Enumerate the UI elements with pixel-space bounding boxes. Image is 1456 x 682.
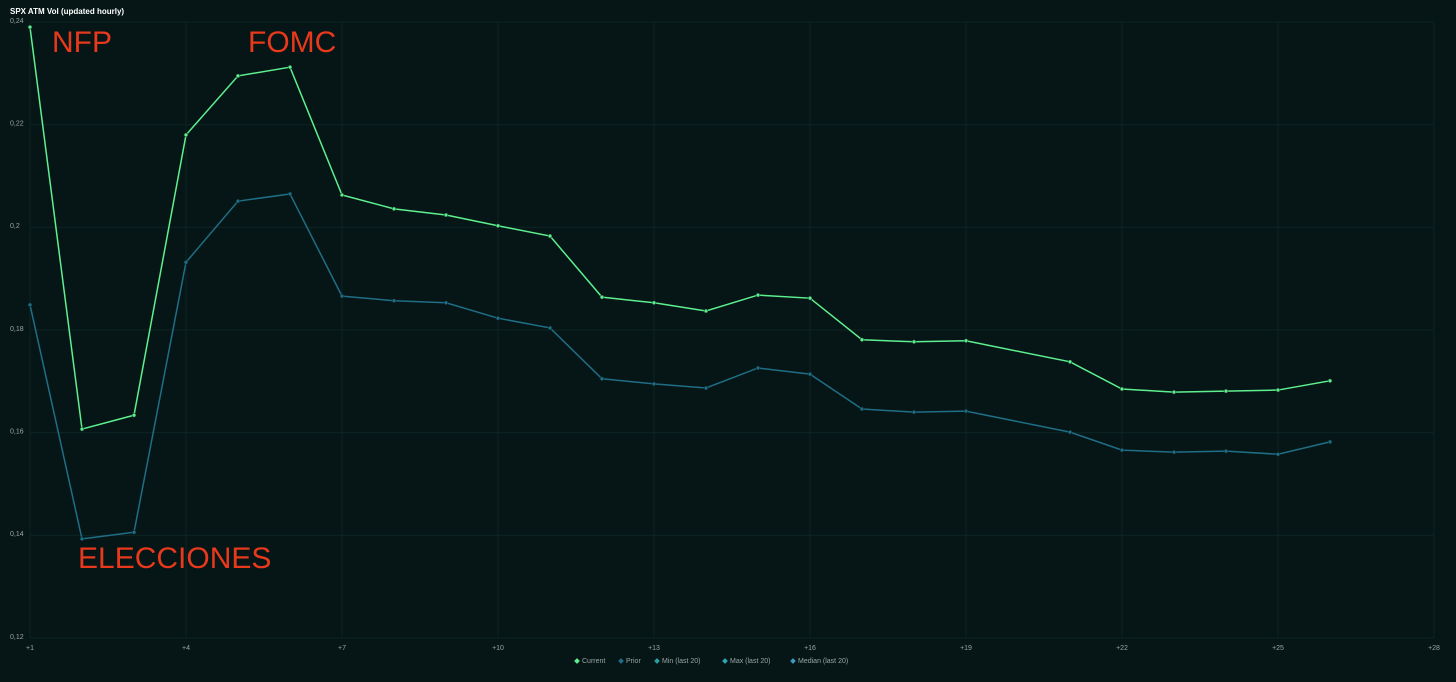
data-point [495, 223, 501, 229]
data-point [79, 426, 85, 432]
legend-marker [722, 658, 728, 664]
data-point [1327, 378, 1333, 384]
data-point [1327, 439, 1333, 445]
data-point [859, 337, 865, 343]
legend-label: Max (last 20) [730, 658, 770, 665]
legend-label: Current [582, 658, 605, 665]
data-point [1275, 387, 1281, 393]
y-tick-label: 0,16 [10, 429, 24, 436]
annotation: FOMC [248, 26, 336, 59]
data-point [27, 24, 33, 30]
data-point [547, 325, 553, 331]
data-point [287, 191, 293, 197]
data-point [651, 381, 657, 387]
data-point [1119, 386, 1125, 392]
data-point [391, 206, 397, 212]
data-point [443, 300, 449, 306]
data-point [1275, 451, 1281, 457]
legend-label: Median (last 20) [798, 658, 848, 665]
data-point [599, 294, 605, 300]
x-tick-label: +1 [26, 645, 34, 652]
x-tick-label: +10 [492, 645, 504, 652]
y-tick-label: 0,14 [10, 531, 24, 538]
x-tick-label: +4 [182, 645, 190, 652]
data-point [755, 365, 761, 371]
legend-marker [790, 658, 796, 664]
data-point [235, 198, 241, 204]
data-point [1067, 429, 1073, 435]
x-tick-label: +28 [1428, 645, 1440, 652]
data-point [1119, 447, 1125, 453]
data-point [27, 302, 33, 308]
data-point [495, 315, 501, 321]
data-point [963, 408, 969, 414]
data-point [443, 212, 449, 218]
y-tick-label: 0,24 [10, 18, 24, 25]
data-point [703, 385, 709, 391]
data-point [547, 233, 553, 239]
data-point [911, 339, 917, 345]
legend-label: Prior [626, 658, 641, 665]
y-tick-label: 0,18 [10, 326, 24, 333]
x-tick-label: +16 [804, 645, 816, 652]
data-point [1223, 448, 1229, 454]
data-point [131, 530, 137, 535]
y-tick-label: 0,22 [10, 121, 24, 128]
chart-title: SPX ATM Vol (updated hourly) [10, 7, 124, 16]
y-tick-label: 0,12 [10, 634, 24, 641]
x-tick-label: +22 [1116, 645, 1128, 652]
annotation: NFP [52, 26, 112, 59]
x-tick-label: +7 [338, 645, 346, 652]
data-point [911, 409, 917, 415]
legend-marker [654, 658, 660, 664]
data-point [599, 376, 605, 382]
data-point [703, 308, 709, 314]
data-point [1171, 389, 1177, 395]
data-point [1223, 388, 1229, 394]
data-point [807, 371, 813, 377]
data-point [859, 406, 865, 412]
legend-marker [574, 658, 580, 664]
data-point [391, 298, 397, 303]
data-point [807, 295, 813, 301]
data-point [287, 64, 293, 70]
data-point [963, 338, 969, 344]
x-tick-label: +13 [648, 645, 660, 652]
y-tick-label: 0,2 [10, 223, 20, 230]
data-point [1171, 449, 1177, 455]
data-point [131, 412, 137, 418]
legend-label: Min (last 20) [662, 658, 701, 665]
data-point [183, 259, 189, 265]
legend-marker [618, 658, 624, 664]
data-point [651, 300, 657, 306]
data-point [339, 293, 345, 299]
data-point [79, 536, 85, 542]
data-point [235, 73, 241, 79]
x-tick-label: +25 [1272, 645, 1284, 652]
data-point [183, 132, 189, 138]
x-tick-label: +19 [960, 645, 972, 652]
data-point [339, 192, 345, 198]
annotation: ELECCIONES [78, 542, 271, 575]
data-point [1067, 359, 1073, 365]
data-point [755, 292, 761, 298]
